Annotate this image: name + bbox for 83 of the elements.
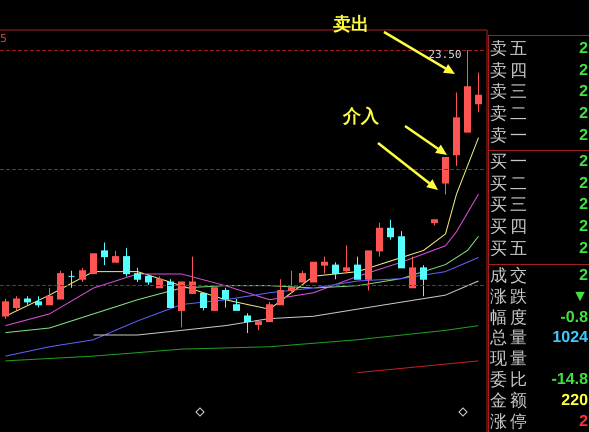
candlestick <box>112 250 119 263</box>
candlestick <box>277 278 284 306</box>
text: 卖出 <box>333 13 369 36</box>
candlestick <box>354 256 361 280</box>
category-label: 委比 <box>490 370 530 390</box>
text: 2 <box>579 83 588 100</box>
category-label: 幅度 <box>490 308 530 328</box>
category-label: 买三 <box>490 195 530 216</box>
category-label: 涨跌 <box>490 286 530 307</box>
category-label: 卖一 <box>490 126 530 146</box>
text: 2 <box>579 40 588 57</box>
text: 2 <box>579 153 588 170</box>
text: 2 <box>579 105 588 122</box>
candlestick <box>24 296 31 306</box>
text: 2 <box>579 412 588 430</box>
candlestick <box>376 222 383 258</box>
candlestick <box>189 256 196 294</box>
category-label: 卖四 <box>490 60 530 81</box>
text: ▼ <box>572 288 588 305</box>
candlestick <box>343 244 350 274</box>
category-label: 买二 <box>490 174 530 194</box>
candlestick <box>332 262 339 280</box>
candlestick <box>222 287 229 308</box>
category-label: 总量 <box>490 328 530 348</box>
candlestick <box>266 301 273 322</box>
text: 1024 <box>552 329 588 346</box>
candlestick <box>46 287 53 306</box>
text: 2 <box>579 62 588 79</box>
candlestick <box>365 250 372 292</box>
candlestick <box>211 287 218 311</box>
category-label: 卖五 <box>490 39 530 59</box>
candlestick <box>387 219 394 240</box>
annotation: 介入 <box>343 105 379 128</box>
text: -0.8 <box>560 308 588 326</box>
candlestick <box>35 296 42 308</box>
candlestick <box>475 72 482 113</box>
candlestick <box>167 278 174 308</box>
category-label: 买四 <box>490 217 530 238</box>
candlestick <box>299 270 306 283</box>
category-label: 买五 <box>490 238 530 259</box>
candlestick <box>409 256 416 288</box>
text: 220 <box>561 392 588 409</box>
candlestick <box>101 242 108 266</box>
text: 5 <box>0 32 7 45</box>
text: 2 <box>579 267 588 284</box>
text: 2 <box>579 196 588 214</box>
category-label: 涨停 <box>490 412 530 432</box>
candlestick <box>57 270 64 300</box>
candlestick <box>145 276 152 286</box>
candlestick <box>233 298 240 311</box>
candlestick <box>464 50 471 133</box>
candlestick <box>200 292 207 311</box>
candlestick <box>90 253 97 274</box>
candlestick <box>156 276 163 288</box>
candlestick <box>442 157 449 195</box>
candlestick <box>431 219 438 226</box>
category-label: 卖二 <box>490 104 530 124</box>
candlestick <box>178 282 185 328</box>
candlestick <box>2 298 9 320</box>
candlestick <box>398 230 405 268</box>
candlestick <box>244 312 251 334</box>
candlestick <box>79 267 86 283</box>
text: 2 <box>579 126 588 144</box>
candlestick <box>134 267 141 283</box>
candlestick <box>453 92 460 167</box>
candlestick <box>288 270 295 294</box>
annotation: 23.50 <box>428 48 462 61</box>
candlestick <box>255 321 262 331</box>
candlestick <box>420 264 427 297</box>
category-label: 卖三 <box>490 82 530 102</box>
candlestick <box>123 248 130 277</box>
text: 2 <box>579 240 588 257</box>
category-label: 买一 <box>490 152 530 172</box>
candlestick <box>321 256 328 274</box>
category-label: 金额 <box>490 390 530 411</box>
candlestick <box>13 296 20 311</box>
category-label: 现量 <box>490 349 530 370</box>
candlestick <box>68 270 75 288</box>
text: 2 <box>579 218 588 236</box>
text: 2 <box>579 174 588 192</box>
category-label: 成交 <box>490 266 530 286</box>
text: -14.8 <box>552 371 588 388</box>
candlestick <box>310 262 317 283</box>
